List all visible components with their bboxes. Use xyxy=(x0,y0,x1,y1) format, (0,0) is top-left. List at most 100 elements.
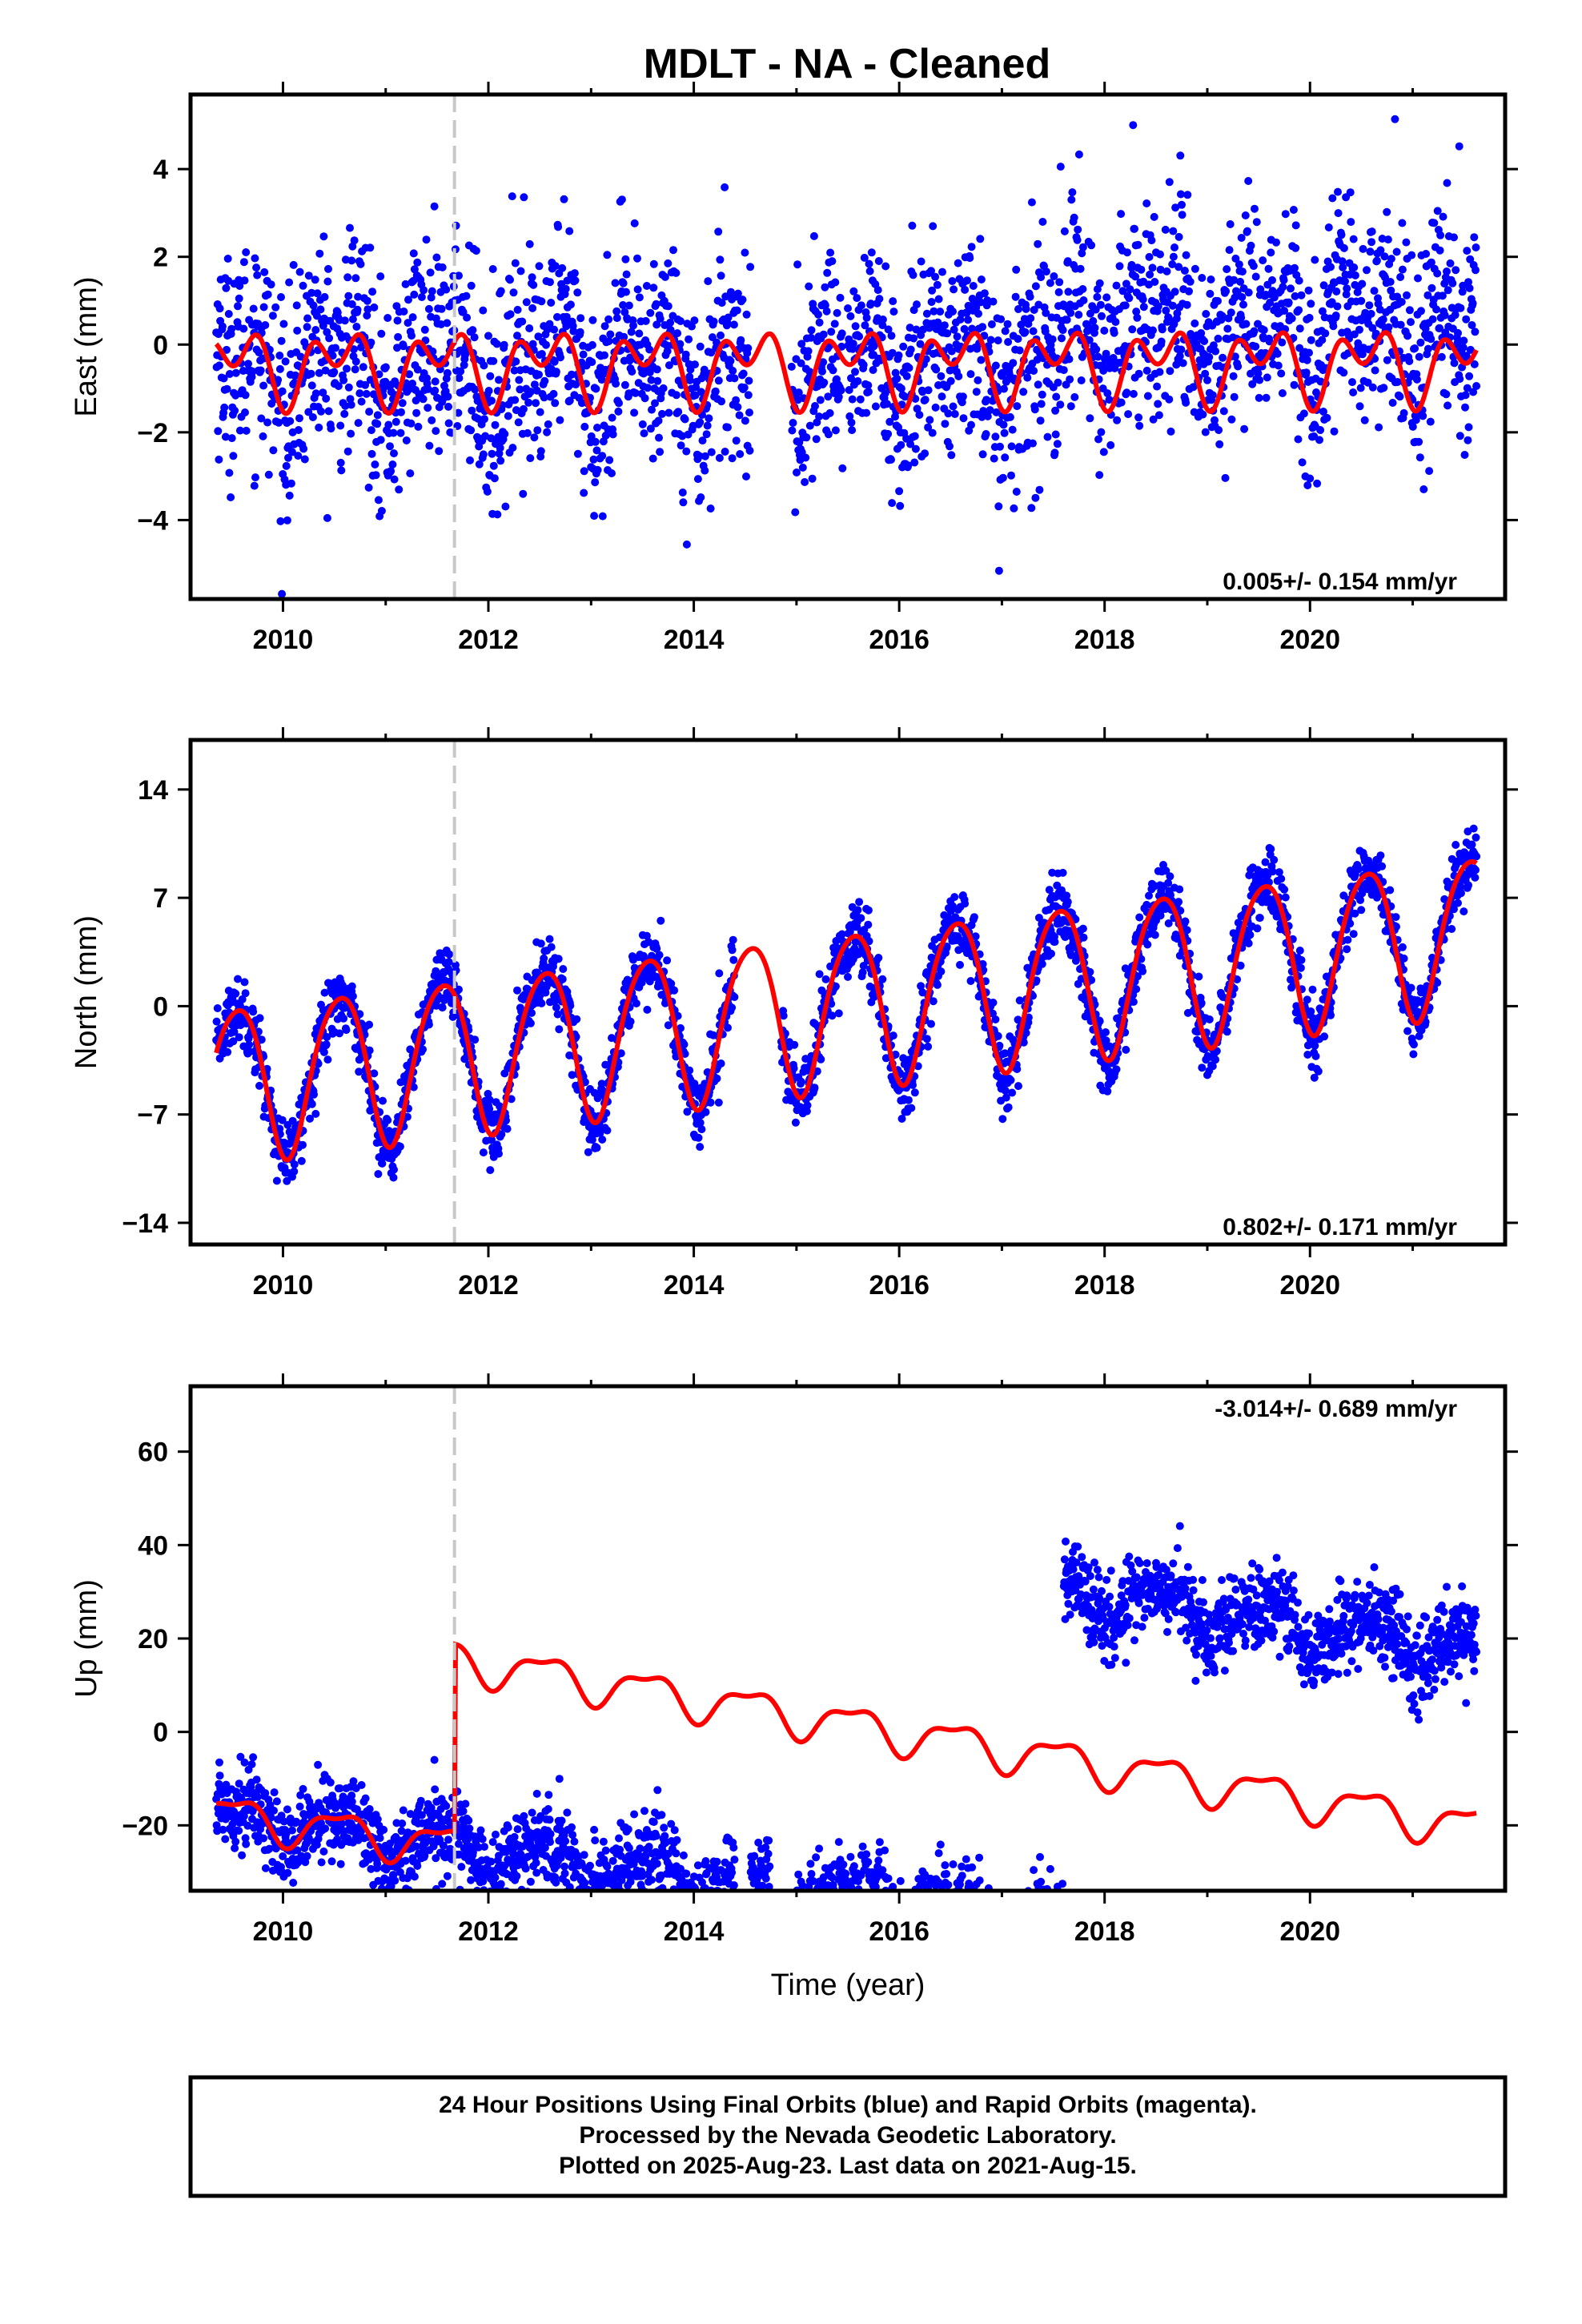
data-point xyxy=(529,280,538,289)
data-point xyxy=(940,321,949,330)
data-point xyxy=(1034,239,1042,248)
data-point xyxy=(1199,410,1207,419)
data-point xyxy=(1330,427,1339,436)
data-point xyxy=(1003,320,1012,328)
data-point xyxy=(292,301,301,310)
data-point xyxy=(1164,919,1173,927)
data-point xyxy=(528,1008,536,1017)
data-point xyxy=(367,426,375,435)
data-point xyxy=(1403,332,1412,340)
data-point xyxy=(1337,231,1346,239)
data-point xyxy=(377,507,386,515)
data-point xyxy=(1176,151,1185,160)
data-point xyxy=(1135,913,1144,922)
data-point xyxy=(729,320,738,329)
data-point xyxy=(633,254,641,263)
data-point xyxy=(485,1104,494,1113)
data-point xyxy=(1247,241,1255,250)
data-point xyxy=(930,307,938,316)
data-point xyxy=(1185,287,1193,296)
data-point xyxy=(1279,275,1288,284)
data-point xyxy=(878,316,887,324)
data-point xyxy=(971,932,980,941)
data-point xyxy=(884,325,893,334)
data-point xyxy=(1463,384,1472,392)
data-point xyxy=(901,392,909,401)
data-point xyxy=(1169,227,1178,235)
data-point xyxy=(1305,313,1314,322)
data-point xyxy=(1427,335,1435,344)
data-point xyxy=(551,262,560,271)
data-point xyxy=(373,420,382,428)
data-point xyxy=(724,313,733,322)
data-point xyxy=(932,365,941,374)
data-point xyxy=(1132,308,1141,316)
data-point xyxy=(1367,227,1376,236)
data-point xyxy=(927,267,935,275)
data-point xyxy=(1307,336,1315,344)
data-point xyxy=(714,376,723,385)
data-point xyxy=(678,489,687,497)
data-point xyxy=(648,454,657,463)
x-tick-label: 2018 xyxy=(1074,625,1135,655)
data-point xyxy=(259,432,267,440)
data-point xyxy=(558,263,567,272)
data-point xyxy=(704,277,713,286)
data-point xyxy=(241,391,250,400)
data-point xyxy=(976,235,985,243)
data-point xyxy=(1052,392,1061,401)
data-point xyxy=(982,430,990,438)
data-point xyxy=(802,433,811,442)
data-point xyxy=(998,1115,1007,1124)
data-point xyxy=(1087,241,1096,250)
data-point xyxy=(1462,352,1471,360)
data-point xyxy=(379,1096,387,1105)
data-point xyxy=(827,328,836,336)
data-point xyxy=(342,1026,351,1035)
data-point xyxy=(479,306,488,315)
data-point xyxy=(1338,257,1347,266)
data-point xyxy=(1440,311,1449,320)
data-point xyxy=(1154,302,1162,311)
data-point xyxy=(906,440,915,448)
data-point xyxy=(420,325,429,334)
data-point xyxy=(1383,207,1391,216)
data-point xyxy=(714,227,723,236)
data-point xyxy=(351,274,360,283)
data-point xyxy=(856,395,865,404)
data-point xyxy=(1287,314,1296,323)
data-point xyxy=(1384,323,1393,332)
data-point xyxy=(508,444,517,452)
data-point xyxy=(432,253,441,262)
data-point xyxy=(431,386,440,395)
data-point xyxy=(878,975,887,983)
data-point xyxy=(1027,504,1036,513)
data-point xyxy=(324,264,332,273)
data-point xyxy=(1176,907,1185,915)
data-point xyxy=(468,326,477,335)
data-point xyxy=(419,395,428,404)
data-point xyxy=(547,299,556,307)
data-point xyxy=(519,404,528,413)
data-point xyxy=(804,347,813,356)
data-point xyxy=(1472,243,1480,251)
data-point xyxy=(1058,326,1067,335)
data-point xyxy=(591,478,600,487)
data-point xyxy=(1453,339,1462,348)
data-point xyxy=(231,989,240,998)
data-point xyxy=(1118,287,1127,296)
data-point xyxy=(921,449,930,458)
data-point xyxy=(406,469,415,478)
data-point xyxy=(1094,435,1102,444)
data-point xyxy=(223,1047,232,1056)
data-point xyxy=(966,370,975,379)
data-point xyxy=(589,455,598,464)
data-point xyxy=(859,360,868,369)
data-point xyxy=(622,287,630,296)
data-point xyxy=(874,257,883,265)
data-point xyxy=(857,301,865,310)
data-point xyxy=(1221,473,1230,482)
data-point xyxy=(374,1170,383,1178)
data-point xyxy=(931,272,940,281)
data-point xyxy=(947,451,956,460)
